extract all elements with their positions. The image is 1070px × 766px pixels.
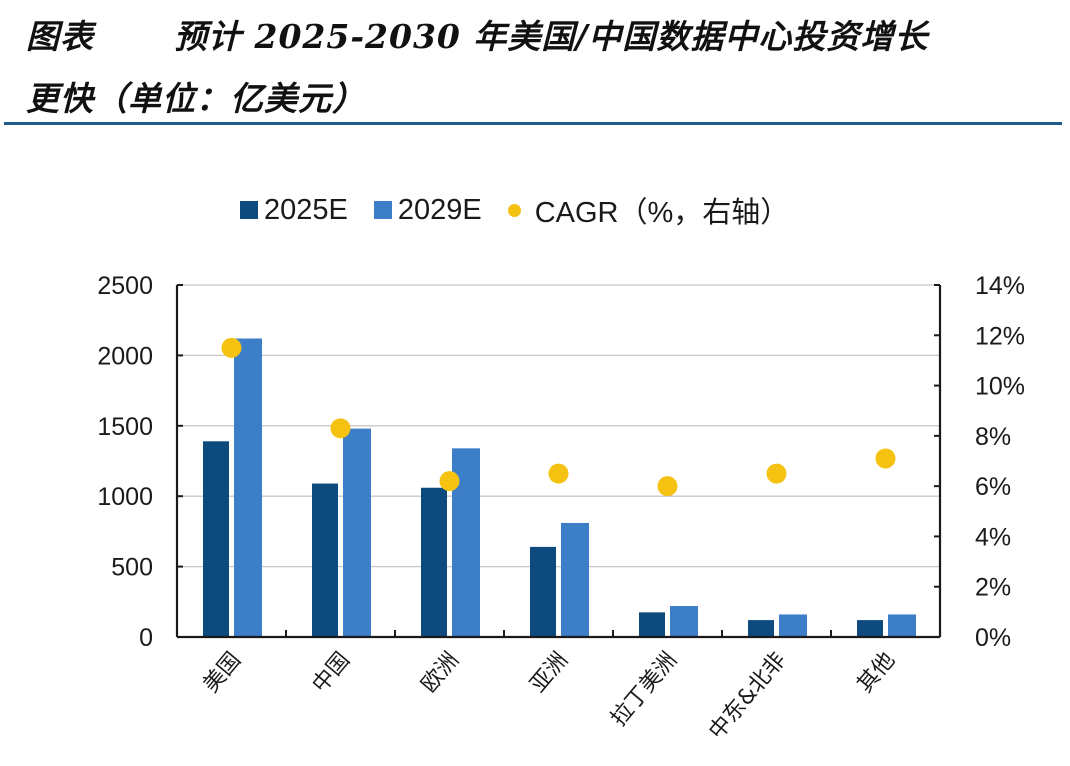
category-label: 拉丁美洲 xyxy=(606,648,682,731)
bar-2029e-6 xyxy=(888,614,916,637)
bar-2025e-1 xyxy=(312,483,338,637)
legend-swatch-2025e xyxy=(240,201,258,219)
right-axis-tick-label: 0% xyxy=(975,624,1011,652)
category-label: 欧洲 xyxy=(417,648,464,698)
chart-title-text-1: 预计 2025-2030 年美国/中国数据中心投资增长 xyxy=(174,17,929,56)
category-label: 美国 xyxy=(199,648,246,698)
right-axis-tick-label: 6% xyxy=(975,473,1011,501)
right-axis-tick-label: 10% xyxy=(975,373,1025,401)
left-axis-tick-label: 2000 xyxy=(97,342,153,370)
legend-item-cagr: CAGR（%，右轴） xyxy=(507,189,790,231)
legend-item-2029e: 2029E xyxy=(373,193,482,227)
bar-2029e-3 xyxy=(561,522,589,637)
right-axis-tick-label: 4% xyxy=(975,523,1011,551)
bar-2025e-2 xyxy=(421,487,447,637)
cagr-point-1 xyxy=(330,418,351,439)
left-axis-tick-label: 500 xyxy=(111,554,153,582)
cagr-point-5 xyxy=(766,463,787,484)
legend-swatch-2029e xyxy=(373,201,392,219)
cagr-point-2 xyxy=(439,471,460,492)
bar-2025e-3 xyxy=(530,546,556,637)
bar-2025e-4 xyxy=(639,612,665,637)
category-label: 中国 xyxy=(308,648,355,698)
bar-2029e-1 xyxy=(343,428,371,637)
right-axis-tick-label: 8% xyxy=(975,423,1011,451)
cagr-point-3 xyxy=(548,463,569,484)
chart-title-line-2: 更快（单位：亿美元） xyxy=(26,79,366,118)
right-axis-tick-label: 2% xyxy=(975,574,1011,602)
axes xyxy=(175,284,942,639)
cagr-point-0 xyxy=(221,337,242,358)
bar-2029e-0 xyxy=(234,338,262,637)
category-label: 其他 xyxy=(853,648,900,698)
chart-legend: 2025E 2029E CAGR（%，右轴） xyxy=(240,189,815,231)
left-axis-tick-label: 2500 xyxy=(97,272,153,300)
bar-2025e-5 xyxy=(748,620,774,637)
category-label: 中东&北非 xyxy=(704,648,791,745)
chart-title-line-1: 图表 预计 2025-2030 年美国/中国数据中心投资增长 xyxy=(26,6,1066,68)
cagr-point-6 xyxy=(875,448,896,469)
title-separator xyxy=(4,122,1062,125)
legend-item-2025e: 2025E xyxy=(240,194,348,227)
cagr-markers xyxy=(221,337,896,497)
bars xyxy=(203,338,916,637)
legend-label-2029e: 2029E xyxy=(397,193,482,226)
legend-label-2025e: 2025E xyxy=(264,193,348,226)
left-axis-tick-label: 1500 xyxy=(97,413,153,441)
chart-title-block: 图表 预计 2025-2030 年美国/中国数据中心投资增长 更快（单位：亿美元） xyxy=(26,6,1066,130)
bar-2029e-5 xyxy=(779,614,807,637)
left-axis-tick-label: 0 xyxy=(139,624,153,652)
bar-2025e-0 xyxy=(203,441,229,637)
gridlines xyxy=(177,284,940,568)
legend-label-cagr: CAGR（%，右轴） xyxy=(534,197,790,229)
figure-prefix: 图表 xyxy=(26,17,94,56)
cagr-point-4 xyxy=(657,476,678,497)
right-axis-tick-label: 12% xyxy=(975,322,1025,350)
bar-2025e-6 xyxy=(857,620,883,637)
left-axis-tick-label: 1000 xyxy=(97,483,153,511)
bar-2029e-4 xyxy=(670,606,698,637)
right-axis-tick-label: 14% xyxy=(975,272,1025,300)
category-label: 亚洲 xyxy=(526,648,573,698)
legend-marker-cagr xyxy=(507,203,521,217)
